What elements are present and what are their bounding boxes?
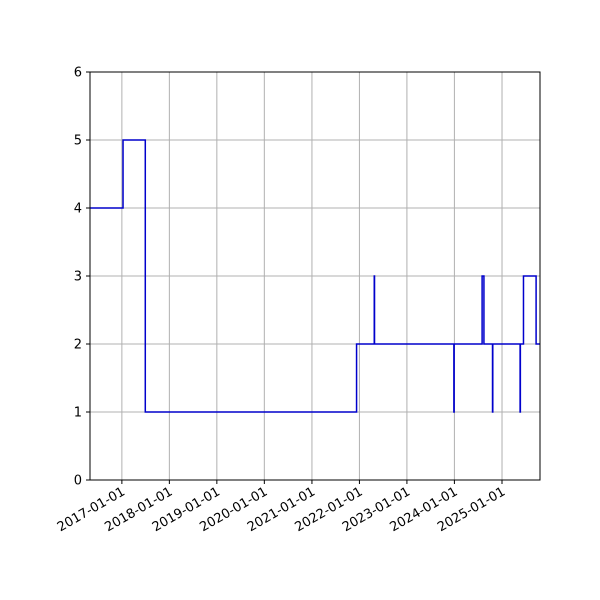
y-tick-label: 3 [74,270,82,285]
y-tick-label: 1 [74,406,82,421]
series-group [90,139,540,413]
y-tick-label: 5 [74,134,82,149]
series-line-0 [90,139,540,413]
y-tick-label: 0 [74,474,82,489]
y-tick-label: 4 [74,202,82,217]
y-tick-label: 2 [74,338,82,353]
y-tick-label: 6 [74,66,82,81]
